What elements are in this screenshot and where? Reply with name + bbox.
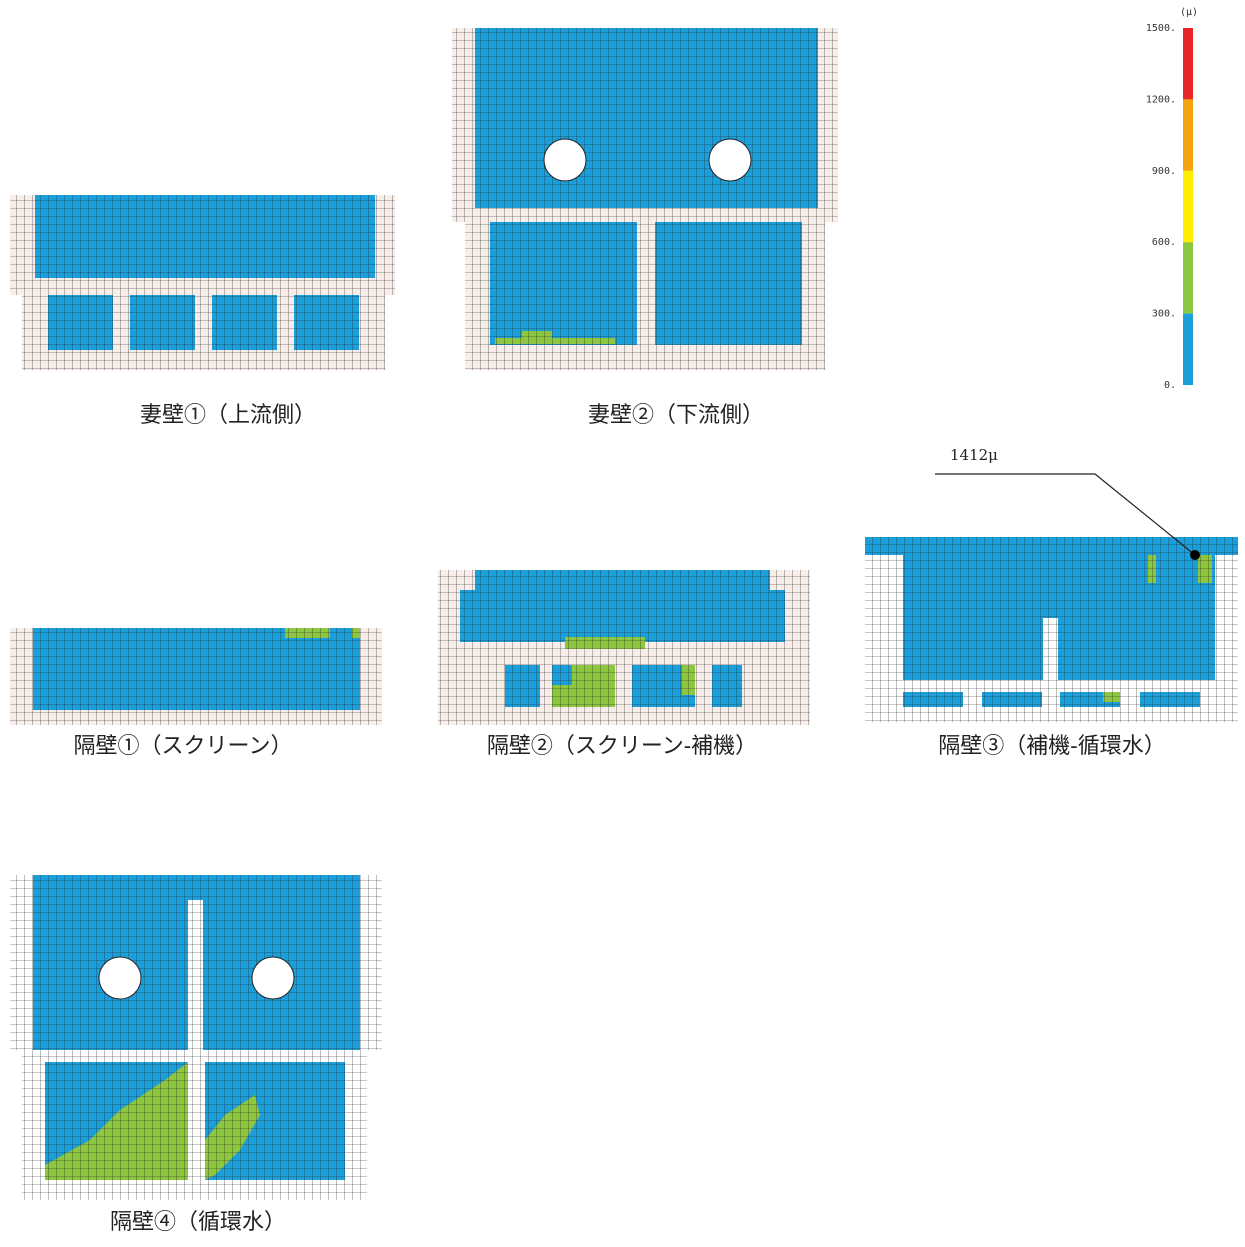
legend-label: 1200. <box>1146 94 1176 105</box>
legend: (μ) 1500. 1200. 900. 600. 300. 0. <box>1146 7 1198 391</box>
legend-label: 900. <box>1152 166 1176 177</box>
panel-label: 隔壁③（補機-循環水） <box>938 734 1165 759</box>
panel-partition-3: 1412μ 隔壁③（補機-循環水） <box>865 446 1238 759</box>
legend-label: 0. <box>1164 380 1176 391</box>
legend-swatch <box>1183 99 1193 171</box>
panel-label: 隔壁②（スクリーン-補機） <box>487 734 757 759</box>
legend-swatch <box>1183 170 1193 243</box>
panel-label: 隔壁④（循環水） <box>110 1210 286 1235</box>
panel-label: 隔壁①（スクリーン） <box>74 734 293 759</box>
panel-partition-4: 隔壁④（循環水） <box>10 875 382 1235</box>
legend-label: 600. <box>1152 237 1176 248</box>
annotation: 1412μ <box>950 446 998 464</box>
legend-swatch <box>1183 28 1193 100</box>
legend-label: 1500. <box>1146 23 1176 34</box>
legend-swatch <box>1183 313 1193 385</box>
legend-label: 300. <box>1152 309 1176 320</box>
panel-partition-2: 隔壁②（スクリーン-補機） <box>438 570 810 759</box>
panel-label: 妻壁①（上流側） <box>140 403 316 428</box>
panel-end-wall-2: 妻壁②（下流側） <box>452 28 838 428</box>
legend-unit: (μ) <box>1180 7 1198 18</box>
legend-swatch <box>1183 242 1193 314</box>
panel-partition-1: 隔壁①（スクリーン） <box>10 628 382 759</box>
panel-end-wall-1: 妻壁①（上流側） <box>10 195 395 428</box>
panel-label: 妻壁②（下流側） <box>588 403 764 428</box>
